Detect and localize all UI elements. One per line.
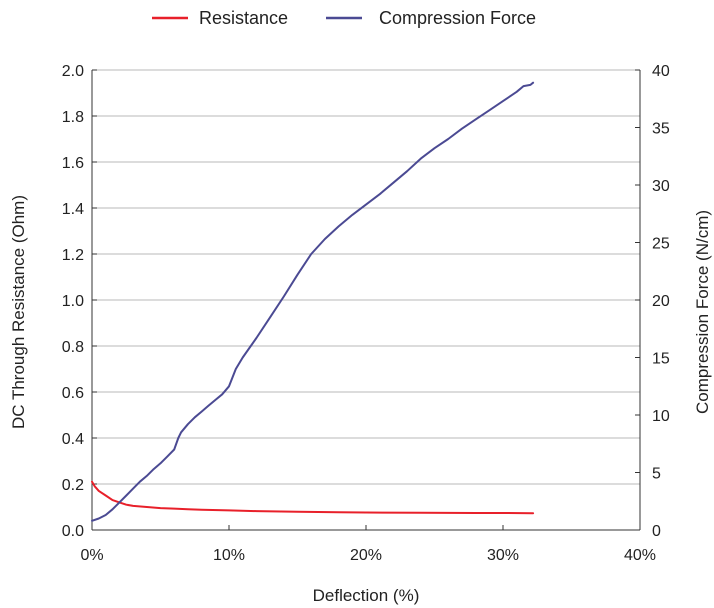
series-line-resistance <box>91 480 535 515</box>
series-lines <box>91 81 535 522</box>
y-right-tick-label: 5 <box>652 466 661 483</box>
y-left-tick-label: 0.8 <box>62 339 84 356</box>
y-left-tick-label: 1.4 <box>62 201 84 218</box>
y-right-tick-label: 15 <box>652 351 670 368</box>
x-tick-label: 10% <box>213 547 245 564</box>
y-left-axis-label: DC Through Resistance (Ohm) <box>9 195 28 429</box>
y-left-tick-label: 0.2 <box>62 477 84 494</box>
y-right-tick-label: 40 <box>652 63 670 80</box>
y-right-tick-label: 25 <box>652 236 670 253</box>
y-left-tick-label: 1.0 <box>62 293 84 310</box>
tick-labels: 0.0 0.2 0.4 0.6 0.8 1.0 1.2 1.4 1.6 1.8 2.0 0 5 10 15 2… <box>62 63 670 564</box>
x-tick-label: 0% <box>80 547 103 564</box>
y-left-tick-label: 0.4 <box>62 431 84 448</box>
x-axis-label: Deflection (%) <box>313 586 420 605</box>
y-right-tick-label: 0 <box>652 523 661 540</box>
y-right-tick-label: 20 <box>652 293 670 310</box>
y-left-tick-label: 2.0 <box>62 63 84 80</box>
grid-lines <box>92 69 640 485</box>
y-right-tick-label: 10 <box>652 408 670 425</box>
x-tick-label: 20% <box>350 547 382 564</box>
legend-label-resistance: Resistance <box>199 8 288 28</box>
y-left-tick-label: 1.6 <box>62 155 84 172</box>
series-line-compression-force <box>91 81 535 522</box>
legend: Resistance Compression Force <box>152 8 536 28</box>
y-left-tick-label: 1.8 <box>62 109 84 126</box>
legend-label-compression-force: Compression Force <box>379 8 536 28</box>
y-left-tick-label: 0.6 <box>62 385 84 402</box>
x-tick-label: 30% <box>487 547 519 564</box>
y-right-axis-label: Compression Force (N/cm) <box>693 210 712 414</box>
y-right-tick-label: 35 <box>652 121 670 138</box>
y-right-tick-label: 30 <box>652 178 670 195</box>
x-tick-label: 40% <box>624 547 656 564</box>
y-left-tick-label: 1.2 <box>62 247 84 264</box>
y-left-tick-label: 0.0 <box>62 523 84 540</box>
